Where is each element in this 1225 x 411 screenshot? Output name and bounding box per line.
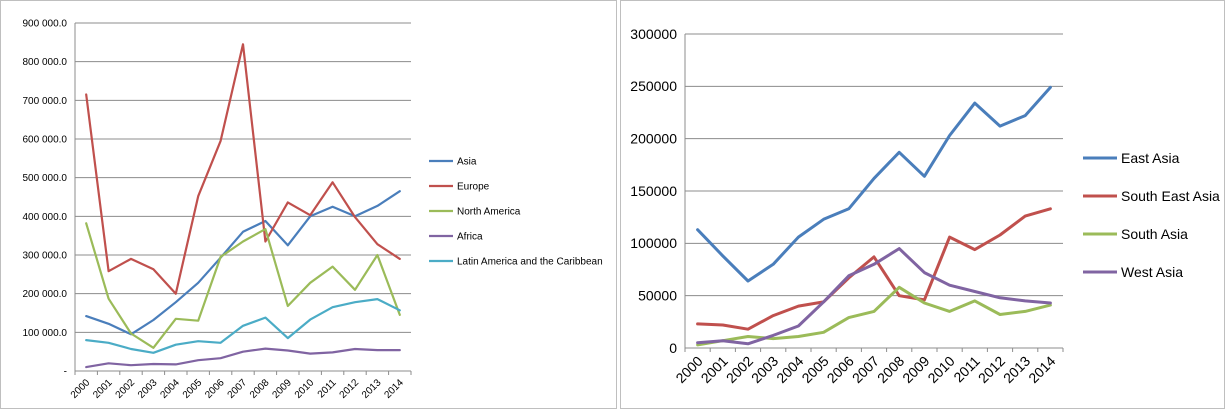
chart1-x-tick-label: 2009 <box>270 377 294 401</box>
chart1-legend-label-latin-america-and-the-caribbean: Latin America and the Caribbean <box>457 257 603 268</box>
chart2-x-tick-label: 2011 <box>950 353 983 386</box>
chart2-y-tick-label: 250000 <box>630 78 677 94</box>
line-chart-asia-subregions: 0 50000 100000 150000 200000 250000 300000 2000… <box>630 26 1220 386</box>
chart-panel-regions: - 100 000.0 200 000.0 300 000.0 400 000.0 500… <box>0 0 617 409</box>
chart1-x-tick-label: 2007 <box>226 377 250 401</box>
chart2-y-tick-label: 200000 <box>630 131 677 147</box>
chart1-legend-label-asia: Asia <box>457 157 477 168</box>
chart2-x-tick-label: 2012 <box>975 353 1008 386</box>
chart2-x-tick-label: 2002 <box>723 353 756 386</box>
chart1-x-tick-label: 2004 <box>158 377 182 401</box>
chart1-y-tick-label: 100 000.0 <box>23 328 68 339</box>
chart2-x-tick-label: 2001 <box>698 353 731 386</box>
chart1-y-tick-label: - <box>64 367 67 378</box>
chart1-y-tick-label: 500 000.0 <box>23 173 68 184</box>
chart2-x-tick-label: 2014 <box>1025 353 1058 386</box>
chart2-y-tick-label: 300000 <box>630 26 677 42</box>
chart1-y-tick-label: 900 000.0 <box>23 19 68 30</box>
chart2-x-tick-label: 2004 <box>773 353 806 386</box>
line-chart-regions: - 100 000.0 200 000.0 300 000.0 400 000.0 500… <box>23 19 603 401</box>
chart1-series-line-africa <box>85 347 401 369</box>
chart2-legend-label-west-asia: West Asia <box>1121 264 1183 280</box>
chart1-x-tick-label: 2014 <box>382 377 406 401</box>
chart2-y-tick-label: 150000 <box>630 183 677 199</box>
chart1-legend-label-north-america: North America <box>457 207 521 218</box>
chart2-legend-label-east-asia: East Asia <box>1121 150 1180 166</box>
chart1-x-tick-label: 2008 <box>248 377 272 401</box>
chart2-series-line-south-asia <box>696 285 1052 347</box>
chart2-series-line-east-asia <box>696 85 1052 283</box>
chart2-x-tick-label: 2003 <box>748 353 781 386</box>
chart1-legend-label-europe: Europe <box>457 182 490 193</box>
chart1-x-tick-label: 2010 <box>293 377 317 401</box>
chart1-x-tick-label: 2000 <box>69 377 93 401</box>
chart1-x-tick-label: 2012 <box>338 377 362 401</box>
chart2-x-tick-label: 2006 <box>824 353 857 386</box>
chart1-y-tick-label: 800 000.0 <box>23 57 68 68</box>
chart2-x-tick-label: 2010 <box>924 353 957 386</box>
chart1-series-line-europe <box>85 43 401 295</box>
chart1-x-tick-label: 2005 <box>181 377 205 401</box>
chart1-x-tick-label: 2006 <box>203 377 227 401</box>
chart2-x-tick-label: 2009 <box>899 353 932 386</box>
chart2-x-tick-label: 2005 <box>798 353 831 386</box>
chart1-y-tick-label: 300 000.0 <box>23 251 68 262</box>
chart1-y-tick-label: 700 000.0 <box>23 96 68 107</box>
chart2-legend-label-south-east-asia: South East Asia <box>1121 188 1220 204</box>
chart1-series-line-latin-america-and-the-caribbean <box>85 298 401 354</box>
chart2-x-tick-label: 2007 <box>849 353 882 386</box>
chart1-y-tick-label: 200 000.0 <box>23 289 68 300</box>
chart1-y-tick-label: 600 000.0 <box>23 135 68 146</box>
chart1-x-tick-label: 2013 <box>360 377 384 401</box>
chart2-series-line-west-asia <box>696 247 1052 346</box>
chart-panel-asia-subregions: 0 50000 100000 150000 200000 250000 300000 2000… <box>620 0 1225 409</box>
chart1-series-line-asia <box>85 190 401 336</box>
chart1-y-tick-label: 400 000.0 <box>23 212 68 223</box>
chart1-x-tick-label: 2002 <box>114 377 138 401</box>
chart2-legend-label-south-asia: South Asia <box>1121 226 1188 242</box>
chart2-y-tick-label: 50000 <box>638 288 677 304</box>
chart2-x-tick-label: 2008 <box>874 353 907 386</box>
chart2-x-tick-label: 2000 <box>672 353 705 386</box>
chart1-legend-label-africa: Africa <box>457 232 483 243</box>
chart1-x-tick-label: 2003 <box>136 377 160 401</box>
chart1-x-tick-label: 2011 <box>316 377 339 400</box>
chart2-series-line-south-east-asia <box>696 207 1052 331</box>
chart1-x-tick-label: 2001 <box>91 377 115 401</box>
chart2-x-tick-label: 2013 <box>1000 353 1033 386</box>
chart2-y-tick-label: 100000 <box>630 235 677 251</box>
chart1-series-line-north-america <box>85 222 401 349</box>
chart2-y-tick-label: 0 <box>669 340 677 356</box>
